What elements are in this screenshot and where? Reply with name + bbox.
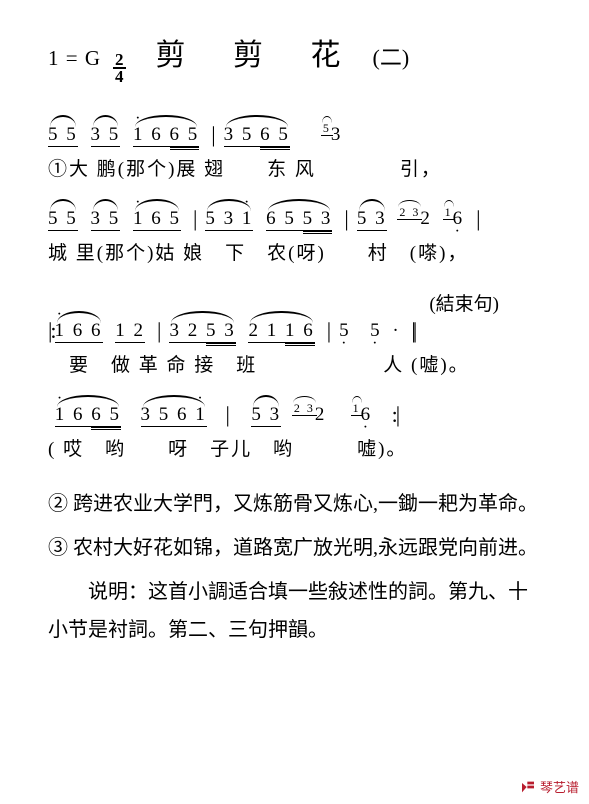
footnote: 说明：这首小調适合填一些敍述性的詞。第九、十 小节是衬詞。第二、三句押韻。 <box>48 573 549 649</box>
ending-annotation: (結束句) <box>48 289 549 316</box>
notation-4: 1 6 6 5 3 5 6 1 | 5 3 2 32 16 :| <box>48 401 549 430</box>
staff-line-3: (結束句) |:1 6 6 1 2|3 2 5 3 2 1 1 6|5 5 · … <box>48 289 549 377</box>
notation-2: 5 5 3 5 1 6 5|5 3 1 6 5 5 3|5 3 2 32 16| <box>48 205 549 234</box>
footnote-line-1: 说明：这首小調适合填一些敍述性的詞。第九、十 <box>48 573 549 611</box>
lyric-4: ( 哎 哟 呀 子儿 哟 嘘)。 <box>48 434 549 461</box>
verse-3-text: 农村大好花如锦，道路宽广放光明,永远跟党向前进。 <box>73 537 538 559</box>
verse-3-marker: ③ <box>48 537 68 559</box>
footnote-line-2: 小节是衬詞。第二、三句押韻。 <box>48 611 549 649</box>
notation-3: |:1 6 6 1 2|3 2 5 3 2 1 1 6|5 5 · || <box>48 318 549 346</box>
lyric-1: ①大 鹏(那个)展 翅 东 风 引， <box>48 154 549 181</box>
staff-line-2: 5 5 3 5 1 6 5|5 3 1 6 5 5 3|5 3 2 32 16|… <box>48 205 549 265</box>
lyric-3: 要 做 革 命 接 班 人 (嘘)。 <box>48 350 549 377</box>
verse-2: ② 跨进农业大学門，又炼筋骨又炼心,一鋤一耙为革命。 <box>76 485 549 523</box>
key-signature: 1 = G <box>48 46 101 71</box>
verse-2-marker: ② <box>48 493 68 515</box>
time-signature: 2 4 <box>113 52 126 85</box>
verse-2-text: 跨进农业大学門，又炼筋骨又炼心,一鋤一耙为革命。 <box>73 493 538 515</box>
staff-line-4: 1 6 6 5 3 5 6 1 | 5 3 2 32 16 :| ( 哎 哟 呀… <box>48 401 549 461</box>
header-row: 1 = G 2 4 剪 剪 花 (二) <box>48 30 549 85</box>
song-subtitle: (二) <box>373 40 410 72</box>
watermark: 琴艺谱 <box>516 775 583 798</box>
staff-line-1: 5 5 3 5 1 6 6 5|3 5 6 5 53 ①大 鹏(那个)展 翅 东… <box>48 121 549 181</box>
lyric-2: 城 里(那个)姑 娘 下 农(呀) 村 (嗏)， <box>48 238 549 265</box>
sheet-music-page: 1 = G 2 4 剪 剪 花 (二) 5 5 3 5 1 6 6 5|3 5 … <box>0 0 589 669</box>
watermark-text: 琴艺谱 <box>540 777 579 796</box>
verse-3: ③ 农村大好花如锦，道路宽广放光明,永远跟党向前进。 <box>76 529 549 567</box>
watermark-logo-icon <box>520 779 536 795</box>
song-title: 剪 剪 花 <box>156 30 361 74</box>
notation-1: 5 5 3 5 1 6 6 5|3 5 6 5 53 <box>48 121 549 150</box>
time-denominator: 4 <box>115 69 124 84</box>
